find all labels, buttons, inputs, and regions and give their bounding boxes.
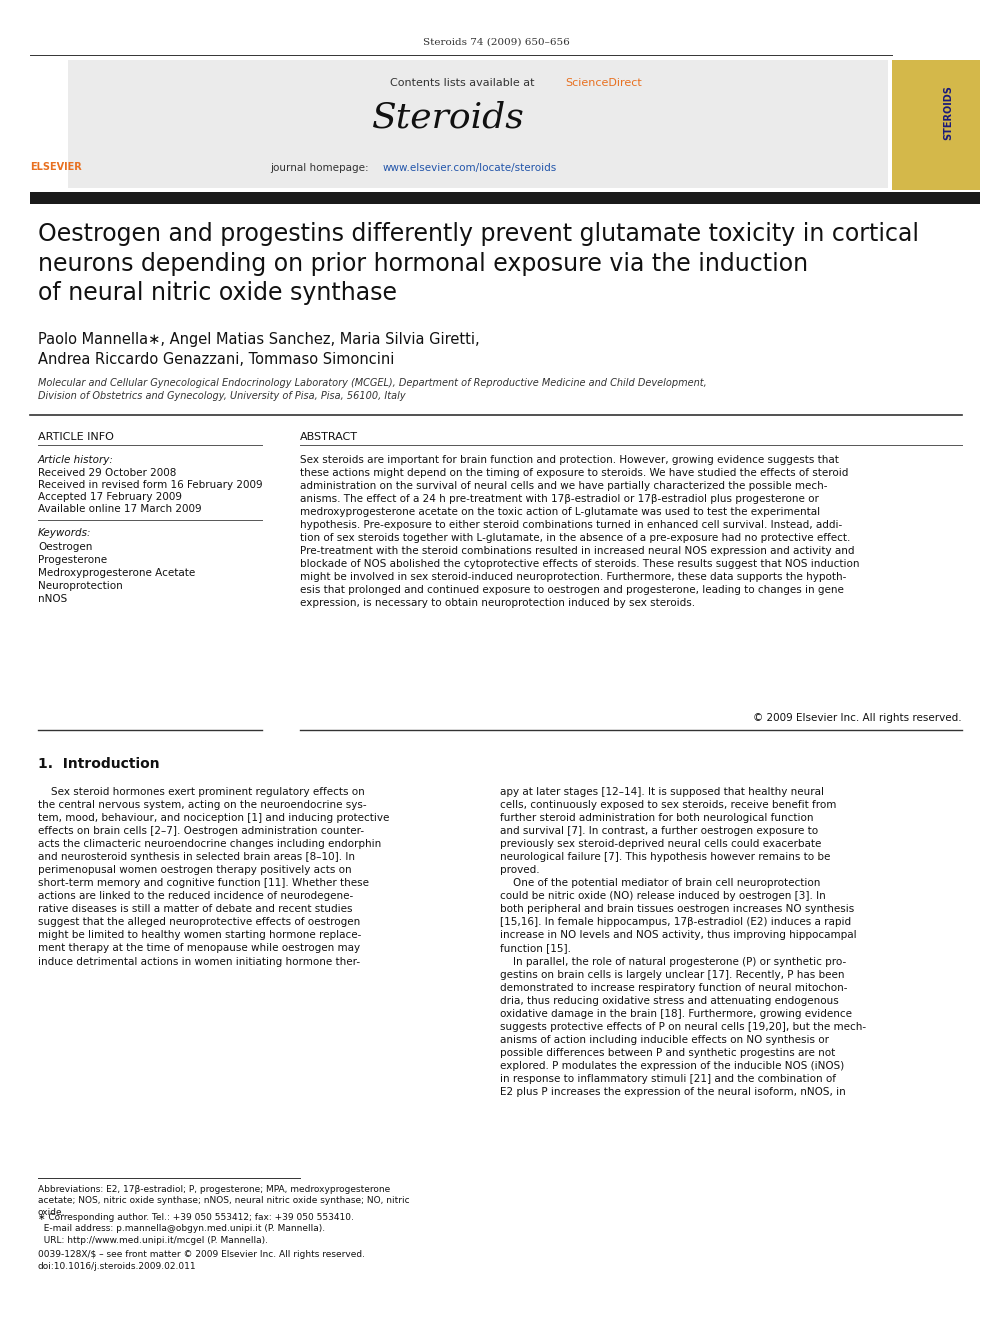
Text: ELSEVIER: ELSEVIER [30,161,81,172]
Text: Steroids: Steroids [372,101,525,134]
Text: Oestrogen and progestins differently prevent glutamate toxicity in cortical
neur: Oestrogen and progestins differently pre… [38,222,919,306]
Text: Molecular and Cellular Gynecological Endocrinology Laboratory (MCGEL), Departmen: Molecular and Cellular Gynecological End… [38,378,706,401]
Text: Keywords:: Keywords: [38,528,91,538]
Text: apy at later stages [12–14]. It is supposed that healthy neural
cells, continuou: apy at later stages [12–14]. It is suppo… [500,787,866,1097]
Text: journal homepage:: journal homepage: [270,163,372,173]
Text: Oestrogen: Oestrogen [38,542,92,552]
Text: nNOS: nNOS [38,594,67,605]
Text: Steroids 74 (2009) 650–656: Steroids 74 (2009) 650–656 [423,38,569,48]
Text: Contents lists available at: Contents lists available at [390,78,538,89]
Text: Received in revised form 16 February 2009: Received in revised form 16 February 200… [38,480,263,490]
Text: Available online 17 March 2009: Available online 17 March 2009 [38,504,201,515]
Text: 0039-128X/$ – see front matter © 2009 Elsevier Inc. All rights reserved.
doi:10.: 0039-128X/$ – see front matter © 2009 El… [38,1250,365,1271]
Text: Neuroprotection: Neuroprotection [38,581,123,591]
FancyBboxPatch shape [892,60,980,191]
Text: 1.  Introduction: 1. Introduction [38,757,160,771]
Text: Abbreviations: E2, 17β-estradiol; P, progesterone; MPA, medroxyprogesterone
acet: Abbreviations: E2, 17β-estradiol; P, pro… [38,1185,410,1217]
Text: Sex steroids are important for brain function and protection. However, growing e: Sex steroids are important for brain fun… [300,455,859,609]
FancyBboxPatch shape [30,192,980,204]
Text: Progesterone: Progesterone [38,556,107,565]
Text: Article history:: Article history: [38,455,114,464]
Text: Paolo Mannella∗, Angel Matias Sanchez, Maria Silvia Giretti,
Andrea Riccardo Gen: Paolo Mannella∗, Angel Matias Sanchez, M… [38,332,479,366]
Text: ARTICLE INFO: ARTICLE INFO [38,433,114,442]
Text: ABSTRACT: ABSTRACT [300,433,358,442]
Text: STEROIDS: STEROIDS [943,85,953,140]
Text: Medroxyprogesterone Acetate: Medroxyprogesterone Acetate [38,568,195,578]
Text: www.elsevier.com/locate/steroids: www.elsevier.com/locate/steroids [383,163,558,173]
Text: © 2009 Elsevier Inc. All rights reserved.: © 2009 Elsevier Inc. All rights reserved… [753,713,962,722]
Text: Sex steroid hormones exert prominent regulatory effects on
the central nervous s: Sex steroid hormones exert prominent reg… [38,787,390,967]
Text: Received 29 October 2008: Received 29 October 2008 [38,468,177,478]
Text: ∗ Corresponding author. Tel.: +39 050 553412; fax: +39 050 553410.
  E-mail addr: ∗ Corresponding author. Tel.: +39 050 55… [38,1213,354,1245]
Text: Accepted 17 February 2009: Accepted 17 February 2009 [38,492,182,501]
FancyBboxPatch shape [68,60,888,188]
Text: ScienceDirect: ScienceDirect [565,78,642,89]
